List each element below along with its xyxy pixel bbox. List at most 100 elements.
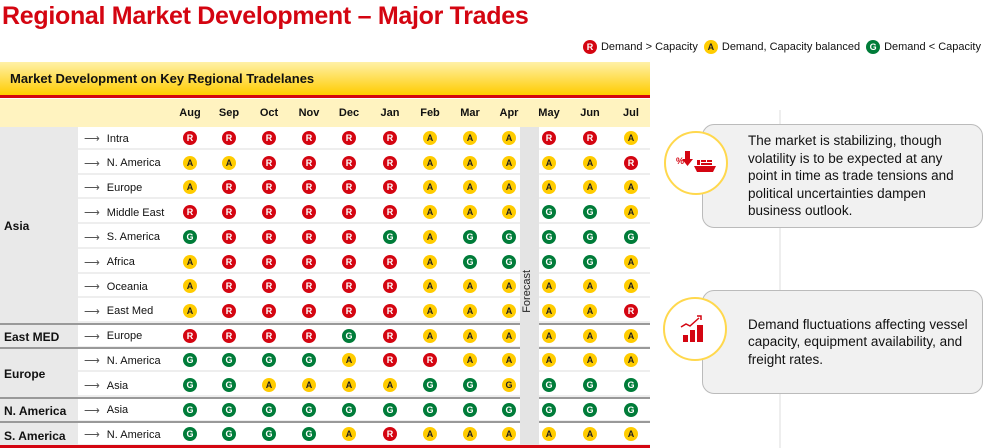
status-amber-icon: A [624,180,638,195]
status-amber-icon: A [542,328,556,343]
lane-label: ⟶ East Med [84,305,153,318]
lane-label: ⟶ N. America [84,354,161,368]
status-amber-icon: A [183,155,197,170]
arrow-right-icon: ⟶ [84,330,100,343]
status-green-icon: G [624,229,638,244]
lane-label: ⟶ N. America [84,428,161,442]
status-red-icon: R [262,328,276,343]
arrow-right-icon: ⟶ [84,355,100,368]
status-red-icon: R [183,328,197,343]
status-green-icon: G [302,353,316,368]
region-column [0,127,78,445]
lane-destination: Oceania [106,280,148,293]
status-green-icon: G [542,254,556,269]
status-red-icon: R [342,180,356,195]
status-red-icon: R [383,427,397,442]
insight-card: Demand fluctuations affecting vessel cap… [702,290,983,394]
status-green-icon: G [383,229,397,244]
status-green-icon: G [383,402,397,417]
status-red-icon: R [183,205,197,220]
status-amber-icon: A [542,155,556,170]
red-dot-icon: R [582,40,597,54]
status-amber-icon: A [463,279,477,294]
group-separator [0,322,650,325]
status-amber-icon: A [423,328,437,343]
status-amber-icon: A [463,205,477,220]
status-amber-icon: A [542,353,556,368]
table-row: ⟶ S. America G R R R R G A G G G G G [78,225,650,249]
table-row: ⟶ East Med A R R R R R A A A A A R [78,299,650,323]
month-apr: Apr [499,107,519,119]
insight-text: The market is stabilizing, though volati… [748,133,954,219]
status-red-icon: R [262,155,276,170]
forecast-divider [520,127,539,445]
status-amber-icon: A [502,155,516,170]
lane-destination: East Med [106,305,154,318]
status-amber-icon: A [423,229,437,244]
status-red-icon: R [302,229,316,244]
status-green-icon: G [542,229,556,244]
page-title: Regional Market Development – Major Trad… [2,2,529,30]
status-amber-icon: A [624,279,638,294]
status-amber-icon: A [463,131,477,145]
status-green-icon: G [624,402,638,417]
lane-destination: Asia [106,404,129,417]
legend: R Demand > Capacity A Demand, Capacity bal… [582,40,981,54]
table-row: ⟶ Intra R R R R R R A A A R R A [78,127,650,150]
table-row: ⟶ N. America G G G G A R A A A A A A [78,423,650,447]
status-amber-icon: A [542,279,556,294]
status-red-icon: R [262,229,276,244]
month-jul: Jul [623,107,639,119]
status-red-icon: R [222,180,236,195]
status-red-icon: R [624,303,638,318]
status-amber-icon: A [342,353,356,368]
status-green-icon: G [183,229,197,244]
arrow-right-icon: ⟶ [84,157,100,170]
lane-label: ⟶ Middle East [84,206,164,220]
status-green-icon: G [463,378,477,392]
group-separator [0,421,650,424]
arrow-right-icon: ⟶ [84,305,100,318]
status-amber-icon: A [463,427,477,442]
insight-text: Demand fluctuations affecting vessel cap… [748,316,968,367]
arrow-right-icon: ⟶ [84,281,100,294]
status-red-icon: R [383,205,397,220]
status-green-icon: G [183,402,197,417]
status-amber-icon: A [302,378,316,392]
amber-dot-icon: A [703,40,718,54]
status-red-icon: R [262,303,276,318]
status-green-icon: G [423,402,437,417]
status-red-icon: R [342,229,356,244]
status-green-icon: G [302,427,316,442]
lane-label: ⟶ Oceania [84,280,148,294]
legend-label: Demand, Capacity balanced [721,41,861,53]
status-amber-icon: A [583,279,597,294]
status-green-icon: G [423,378,437,392]
legend-red: R Demand > Capacity [582,40,698,54]
lane-destination: S. America [106,231,160,244]
status-amber-icon: A [183,180,197,195]
status-amber-icon: A [222,155,236,170]
status-red-icon: R [222,254,236,269]
table-row: ⟶ N. America G G G G A R R A A A A A [78,349,650,373]
status-amber-icon: A [383,378,397,392]
region-label: N. America [4,404,67,419]
status-amber-icon: A [423,180,437,195]
legend-label: Demand > Capacity [600,41,698,53]
lane-destination: Asia [106,379,129,392]
region-label: Europe [4,367,46,381]
status-amber-icon: A [423,254,437,269]
status-red-icon: R [542,131,556,145]
svg-text:%: % [676,156,684,166]
status-amber-icon: A [183,303,197,318]
status-red-icon: R [342,205,356,220]
status-amber-icon: A [542,180,556,195]
status-amber-icon: A [542,303,556,318]
status-green-icon: G [342,402,356,417]
status-amber-icon: A [583,353,597,368]
status-red-icon: R [624,155,638,170]
status-amber-icon: A [502,328,516,343]
lane-destination: Africa [106,256,135,268]
lane-label: ⟶ S. America [84,231,160,244]
status-red-icon: R [262,131,276,145]
